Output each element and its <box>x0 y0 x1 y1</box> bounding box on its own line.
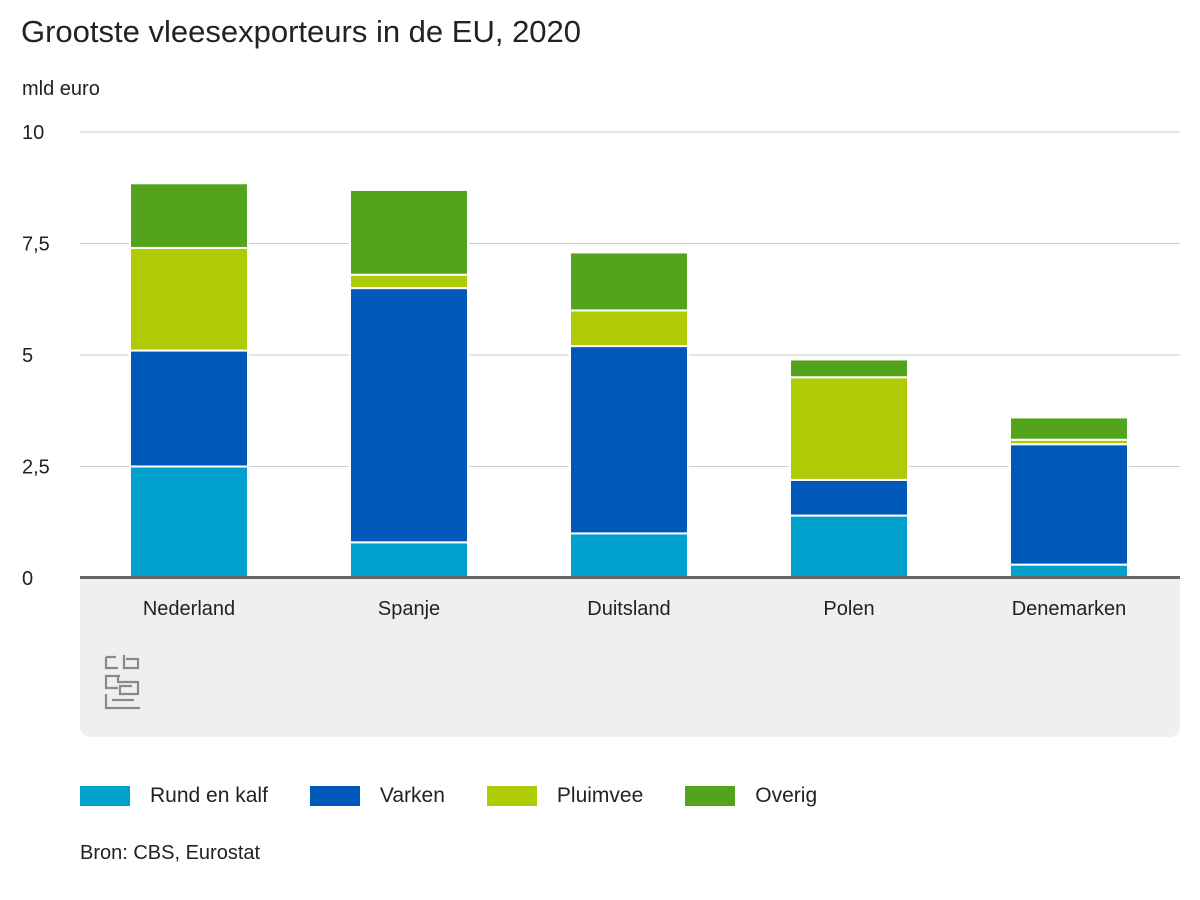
legend-item: Varken <box>309 784 445 808</box>
x-tick-label: Spanje <box>378 598 440 620</box>
x-tick-label: Nederland <box>143 598 235 620</box>
legend: Rund en kalf Varken Pluimvee Overig <box>80 784 859 808</box>
y-tick-label: 10 <box>22 122 44 144</box>
bar-segment <box>569 532 689 580</box>
legend-label: Varken <box>379 784 445 807</box>
chart-title: Grootste vleesexporteurs in de EU, 2020 <box>21 14 582 49</box>
x-axis-panel <box>80 578 1180 737</box>
y-tick-label: 0 <box>22 568 33 590</box>
legend-label: Rund en kalf <box>150 784 268 807</box>
bar-segment <box>349 287 469 544</box>
x-axis-panel-top <box>80 578 1180 590</box>
legend-swatch <box>309 786 360 806</box>
y-tick-label: 2,5 <box>22 457 50 479</box>
bar-segment <box>789 358 909 379</box>
x-tick-label: Duitsland <box>587 598 670 620</box>
source-note: Bron: CBS, Eurostat <box>80 842 261 864</box>
bar-segment <box>789 514 909 579</box>
y-tick-labels: 0 2,5 5 7,5 10 <box>22 122 50 590</box>
bar-segment <box>349 273 469 290</box>
bar-segment <box>349 188 469 276</box>
bar-segment <box>349 541 469 580</box>
bars <box>129 182 1129 580</box>
legend-label: Overig <box>755 784 818 807</box>
legend-swatch <box>685 786 736 806</box>
bar-segment <box>129 465 249 579</box>
bar-segment <box>1009 416 1129 441</box>
x-tick-label: Polen <box>823 598 874 620</box>
legend-item: Pluimvee <box>486 784 644 808</box>
bar-segment <box>129 349 249 468</box>
bar-segment <box>789 376 909 481</box>
bar-segment <box>129 246 249 352</box>
legend-swatch <box>80 786 130 806</box>
bar-segment <box>789 478 909 517</box>
bar-segment <box>569 251 689 312</box>
bar-segment <box>569 345 689 535</box>
y-axis-label: mld euro <box>22 78 100 100</box>
y-tick-label: 7,5 <box>22 234 50 256</box>
cbs-logo-icon <box>104 655 140 710</box>
bar-segment <box>1009 563 1129 579</box>
bar-segment <box>1009 443 1129 566</box>
legend-swatch <box>486 786 537 806</box>
bar-segment <box>129 182 249 249</box>
legend-item: Overig <box>685 784 817 808</box>
legend-item: Rund en kalf <box>80 784 268 808</box>
x-tick-label: Denemarken <box>1012 598 1127 620</box>
x-tick-labels: Nederland Spanje Duitsland Polen Denemarken <box>143 598 1126 620</box>
bar-segment <box>569 309 689 348</box>
legend-label: Pluimvee <box>556 784 644 807</box>
y-tick-label: 5 <box>22 345 33 367</box>
